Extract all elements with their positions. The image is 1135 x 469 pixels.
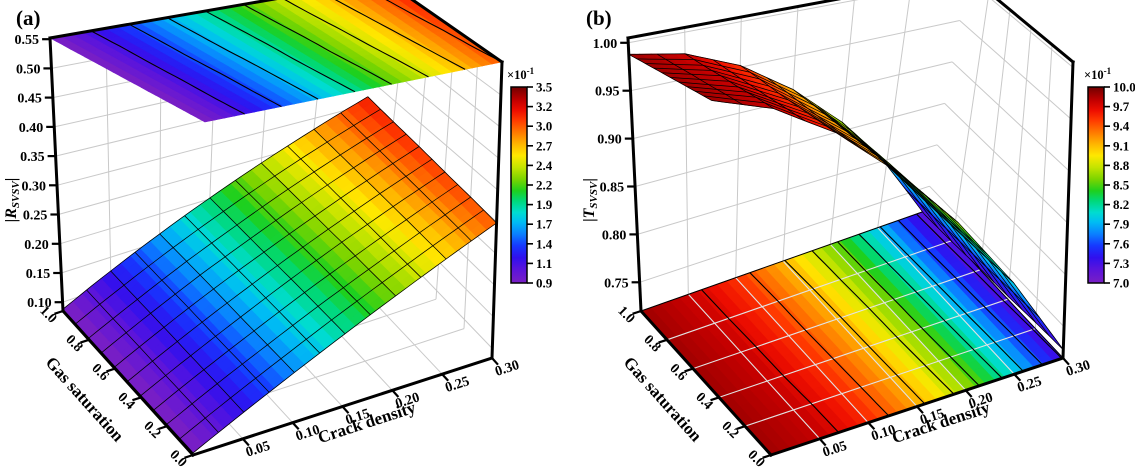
panel-a: (a) 0.55 0.50 0.45 0.40 0.35 0.30 0.25 0.20 0.15… bbox=[0, 0, 567, 469]
svg-text:2.2: 2.2 bbox=[536, 178, 552, 193]
svg-text:0.55: 0.55 bbox=[15, 33, 40, 48]
svg-text:0.0: 0.0 bbox=[744, 448, 767, 469]
svg-text:3.5: 3.5 bbox=[536, 80, 553, 95]
svg-text:3.2: 3.2 bbox=[536, 99, 552, 114]
svg-text:0.35: 0.35 bbox=[20, 150, 45, 165]
svg-text:0.15: 0.15 bbox=[26, 267, 51, 282]
crack-axis-title: Crack density bbox=[316, 398, 419, 448]
colorbar: 10.0 9.7 9.4 9.1 8.8 8.5 8.2 7.9 7.6 7.3 7.0 ×10-1 bbox=[1084, 66, 1135, 291]
svg-text:0.25: 0.25 bbox=[443, 374, 471, 396]
svg-text:1.00: 1.00 bbox=[593, 37, 618, 52]
panel-b: (b) 1.00 0.95 0.90 0.85 0.80 0.75 1.0 0.8 0.6 0.4… bbox=[568, 0, 1135, 469]
svg-text:1.4: 1.4 bbox=[536, 236, 553, 251]
colorbar: 3.5 3.2 3.0 2.7 2.4 2.2 1.9 1.7 1.4 1.1 0.9 ×10-1 bbox=[507, 66, 553, 291]
svg-text:0.10: 0.10 bbox=[27, 296, 52, 311]
svg-text:0.2: 0.2 bbox=[718, 419, 741, 442]
colorbar-scale-label: ×10-1 bbox=[1084, 66, 1112, 82]
svg-text:0.4: 0.4 bbox=[114, 390, 137, 413]
svg-text:0.25: 0.25 bbox=[23, 209, 48, 224]
axis-labels: 0.55 0.50 0.45 0.40 0.35 0.30 0.25 0.20 0.15 0.10… bbox=[15, 33, 522, 469]
svg-text:0.4: 0.4 bbox=[692, 390, 715, 413]
surface-wireframe bbox=[628, 53, 1064, 350]
colorbar-scale-label: ×10-1 bbox=[507, 66, 535, 82]
svg-text:0.85: 0.85 bbox=[600, 180, 625, 195]
wall-grids bbox=[628, 0, 1074, 329]
svg-text:0.30: 0.30 bbox=[22, 179, 47, 194]
surface-plot-a: 0.55 0.50 0.45 0.40 0.35 0.30 0.25 0.20 0.15 0.10… bbox=[3, 0, 553, 469]
svg-text:0.80: 0.80 bbox=[602, 228, 627, 243]
svg-text:0.0: 0.0 bbox=[166, 448, 189, 469]
svg-text:0.8: 0.8 bbox=[640, 332, 663, 355]
svg-text:10.0: 10.0 bbox=[1113, 80, 1135, 95]
svg-text:0.9: 0.9 bbox=[536, 276, 553, 291]
svg-text:0.15: 0.15 bbox=[344, 406, 372, 428]
svg-text:8.5: 8.5 bbox=[1113, 178, 1130, 193]
svg-text:0.95: 0.95 bbox=[595, 85, 620, 100]
svg-text:7.9: 7.9 bbox=[1113, 217, 1130, 232]
svg-text:1.1: 1.1 bbox=[536, 256, 552, 271]
tick-marks bbox=[42, 38, 499, 459]
svg-text:0.20: 0.20 bbox=[967, 390, 995, 412]
svg-text:0.40: 0.40 bbox=[19, 121, 44, 136]
svg-text:8.2: 8.2 bbox=[1113, 197, 1129, 212]
z-axis-title: |RSVSV| bbox=[3, 178, 22, 223]
projection-contours bbox=[701, 213, 1063, 433]
svg-text:9.1: 9.1 bbox=[1113, 138, 1129, 153]
svg-text:0.15: 0.15 bbox=[918, 406, 946, 428]
svg-text:8.8: 8.8 bbox=[1113, 158, 1130, 173]
svg-text:2.4: 2.4 bbox=[536, 158, 553, 173]
svg-text:0.6: 0.6 bbox=[666, 361, 689, 384]
svg-text:0.90: 0.90 bbox=[597, 133, 622, 148]
svg-text:0.50: 0.50 bbox=[16, 62, 41, 77]
tick-marks bbox=[620, 41, 1070, 459]
svg-text:1.7: 1.7 bbox=[536, 217, 553, 232]
svg-text:7.6: 7.6 bbox=[1113, 236, 1130, 251]
floor-grid-overlay bbox=[640, 210, 1064, 440]
z-axis-title: |TSVSV| bbox=[581, 178, 600, 222]
svg-text:0.20: 0.20 bbox=[394, 390, 422, 412]
svg-text:3.0: 3.0 bbox=[536, 119, 552, 134]
svg-text:9.4: 9.4 bbox=[1113, 119, 1130, 134]
panel-b-label: (b) bbox=[586, 6, 612, 30]
svg-text:2.7: 2.7 bbox=[536, 138, 553, 153]
surface-plot-b: 1.000.950.900.850.800.751.00.80.60.40.20… bbox=[581, 0, 1135, 469]
svg-text:7.3: 7.3 bbox=[1113, 256, 1130, 271]
surface-wireframe bbox=[62, 96, 497, 454]
svg-text:0.25: 0.25 bbox=[1016, 374, 1044, 396]
panel-a-label: (a) bbox=[16, 6, 41, 30]
floor bbox=[640, 210, 1064, 456]
svg-text:0.05: 0.05 bbox=[821, 439, 849, 461]
svg-text:0.45: 0.45 bbox=[17, 92, 42, 107]
svg-text:0.30: 0.30 bbox=[1064, 358, 1092, 380]
svg-text:0.10: 0.10 bbox=[294, 423, 322, 445]
svg-text:1.0: 1.0 bbox=[614, 304, 637, 327]
svg-text:0.6: 0.6 bbox=[88, 361, 111, 384]
svg-text:0.75: 0.75 bbox=[604, 276, 629, 291]
svg-text:9.7: 9.7 bbox=[1113, 99, 1130, 114]
projection-contours bbox=[90, 0, 496, 115]
svg-text:1.9: 1.9 bbox=[536, 197, 553, 212]
projection-plane-top bbox=[49, 0, 503, 123]
svg-text:0.10: 0.10 bbox=[870, 423, 898, 445]
svg-text:0.30: 0.30 bbox=[493, 358, 521, 380]
svg-text:0.8: 0.8 bbox=[62, 332, 85, 355]
svg-text:0.2: 0.2 bbox=[140, 419, 163, 442]
svg-text:0.05: 0.05 bbox=[244, 439, 272, 461]
svg-text:0.20: 0.20 bbox=[24, 238, 49, 253]
svg-text:7.0: 7.0 bbox=[1113, 276, 1129, 291]
